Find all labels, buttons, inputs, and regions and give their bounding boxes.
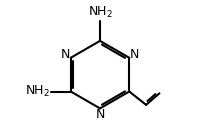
Text: N: N: [95, 108, 105, 121]
Text: N: N: [130, 48, 139, 61]
Text: NH$_2$: NH$_2$: [25, 84, 50, 99]
Text: N: N: [61, 48, 70, 61]
Text: NH$_2$: NH$_2$: [88, 5, 112, 20]
